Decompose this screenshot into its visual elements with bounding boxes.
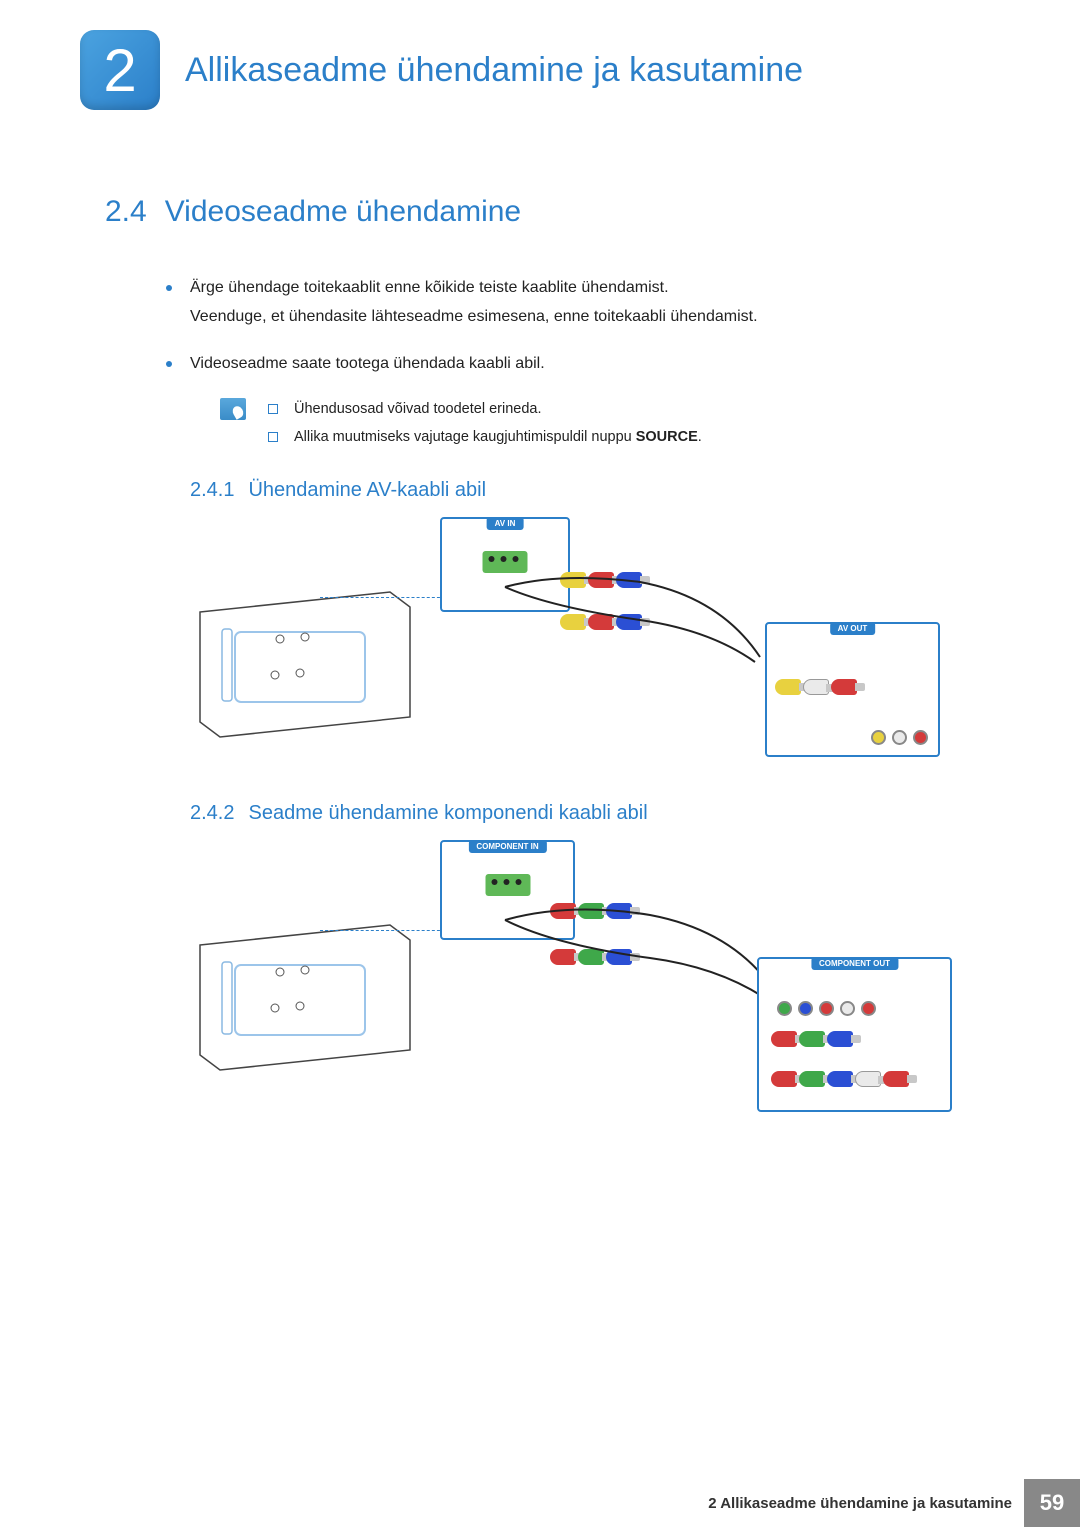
port-white bbox=[840, 1001, 855, 1016]
av-out-callout: AV OUT bbox=[765, 622, 940, 757]
rca-yellow bbox=[775, 679, 801, 695]
port-white bbox=[892, 730, 907, 745]
callout-leader bbox=[320, 930, 445, 931]
note-items: Ühendusosad võivad toodetel erineda. All… bbox=[268, 396, 1000, 451]
section-title: 2.4 Videoseadme ühendamine bbox=[105, 195, 1000, 229]
subsection-number: 2.4.2 bbox=[190, 802, 234, 825]
port-green bbox=[777, 1001, 792, 1016]
section-title-text: Videoseadme ühendamine bbox=[165, 195, 521, 228]
page-number: 59 bbox=[1024, 1479, 1080, 1527]
chapter-title: Allikaseadme ühendamine ja kasutamine bbox=[185, 51, 803, 90]
subsection-title-text: Seadme ühendamine komponendi kaabli abil bbox=[248, 802, 647, 824]
rca-red bbox=[771, 1031, 797, 1047]
rca-blue bbox=[827, 1071, 853, 1087]
rca-green bbox=[799, 1071, 825, 1087]
rca-blue bbox=[827, 1031, 853, 1047]
component-out-ports bbox=[777, 1001, 876, 1016]
cable-curve bbox=[500, 562, 780, 712]
intro-bullets: Ärge ühendage toitekaablit enne kõikide … bbox=[105, 274, 1000, 378]
note-item: Ühendusosad võivad toodetel erineda. bbox=[268, 396, 1000, 424]
component-in-label: COMPONENT IN bbox=[468, 840, 546, 853]
bullet-line2: Veenduge, et ühendasite lähteseadme esim… bbox=[190, 308, 758, 325]
page-footer: 2 Allikaseadme ühendamine ja kasutamine … bbox=[0, 1479, 1080, 1527]
rca-red bbox=[771, 1071, 797, 1087]
av-diagram: AV IN AV OUT bbox=[190, 522, 910, 762]
rca-green bbox=[799, 1031, 825, 1047]
rca-white bbox=[855, 1071, 881, 1087]
av-out-ports bbox=[871, 730, 928, 745]
note-block: Ühendusosad võivad toodetel erineda. All… bbox=[105, 396, 1000, 451]
port-red bbox=[861, 1001, 876, 1016]
chapter-number: 2 bbox=[103, 36, 136, 105]
subsection-number: 2.4.1 bbox=[190, 479, 234, 502]
rca-white bbox=[803, 679, 829, 695]
subsection-title: 2.4.1 Ühendamine AV-kaabli abil bbox=[190, 479, 1000, 502]
component-out-callout: COMPONENT OUT bbox=[757, 957, 952, 1112]
bullet-item: Ärge ühendage toitekaablit enne kõikide … bbox=[190, 274, 1000, 332]
note-text: . bbox=[698, 429, 702, 445]
subsection-title-text: Ühendamine AV-kaabli abil bbox=[248, 479, 486, 501]
section-number: 2.4 bbox=[105, 195, 147, 229]
rca-red bbox=[831, 679, 857, 695]
callout-leader bbox=[320, 597, 445, 598]
note-text: Allika muutmiseks vajutage kaugjuhtimisp… bbox=[294, 429, 636, 445]
bullet-item: Videoseadme saate tootega ühendada kaabl… bbox=[190, 350, 1000, 379]
port-red bbox=[819, 1001, 834, 1016]
port-yellow bbox=[871, 730, 886, 745]
tv-back-panel bbox=[190, 920, 420, 1075]
component-diagram: COMPONENT IN COMPONENT OUT bbox=[190, 845, 910, 1125]
tv-back-panel bbox=[190, 587, 420, 742]
av-out-label: AV OUT bbox=[830, 622, 876, 635]
source-keyword: SOURCE bbox=[636, 429, 698, 445]
cable-curve bbox=[500, 890, 800, 1070]
rca-red bbox=[883, 1071, 909, 1087]
page-content: 2.4 Videoseadme ühendamine Ärge ühendage … bbox=[0, 110, 1080, 1125]
bullet-line1: Ärge ühendage toitekaablit enne kõikide … bbox=[190, 279, 669, 296]
subsection-title: 2.4.2 Seadme ühendamine komponendi kaabli… bbox=[190, 802, 1000, 825]
av-in-label: AV IN bbox=[487, 517, 524, 530]
chapter-header: 2 Allikaseadme ühendamine ja kasutamine bbox=[0, 0, 1080, 110]
chapter-badge: 2 bbox=[80, 30, 160, 110]
rca-plugs-right bbox=[775, 679, 857, 695]
rca-plugs-right bbox=[771, 1031, 909, 1087]
note-icon bbox=[220, 398, 246, 420]
note-item: Allika muutmiseks vajutage kaugjuhtimisp… bbox=[268, 424, 1000, 452]
footer-text: 2 Allikaseadme ühendamine ja kasutamine bbox=[708, 1495, 1012, 1512]
port-red bbox=[913, 730, 928, 745]
component-out-label: COMPONENT OUT bbox=[811, 957, 898, 970]
port-blue bbox=[798, 1001, 813, 1016]
